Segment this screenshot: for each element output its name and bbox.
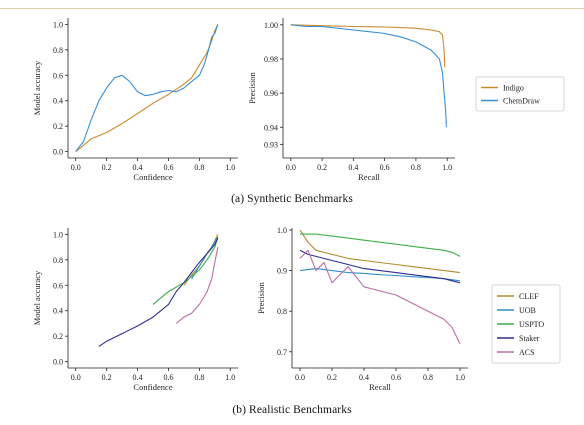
y-tick-label: 0.4 (53, 97, 63, 106)
y-tick-label: 0.2 (53, 332, 63, 341)
x-axis-label: Confidence (133, 382, 172, 392)
x-tick-label: 0.0 (71, 373, 81, 382)
series-line-staker (98, 237, 219, 347)
x-tick-label: 0.2 (102, 373, 112, 382)
caption-realistic: (b) Realistic Benchmarks (232, 404, 352, 416)
legend-label-acs: ACS (519, 348, 535, 357)
chart-a-left: 0.0 0.2 0.4 0.6 0.8 1.0 0.0 0.2 0.4 0.6 0.8 1.0 Conf… (32, 18, 238, 182)
x-tick-label: 1.0 (455, 373, 465, 382)
y-tick-label: 0.4 (53, 307, 63, 316)
x-tick-label: 0.8 (194, 373, 204, 382)
y-axis-label: Precision (247, 71, 257, 103)
y-tick-label: 0.9 (277, 267, 287, 276)
x-tick-label: 0.4 (133, 163, 143, 172)
y-axis-label: Precision (256, 281, 266, 313)
y-tick-label: 0.8 (53, 256, 63, 265)
x-axis-label: Recall (358, 172, 380, 182)
series-line-staker (299, 249, 461, 284)
series-line-uspto (300, 233, 461, 257)
x-tick-label: 0.6 (391, 373, 401, 382)
x-tick-label: 0.4 (359, 373, 369, 382)
series-line-acs (299, 249, 461, 344)
y-tick-label: 1.0 (277, 226, 287, 235)
series-line-indigo (75, 24, 219, 153)
legend-a-right: Indigo ChemDraw (475, 76, 565, 112)
series-line-chemdraw (75, 24, 219, 152)
chart-b-left: 0.0 0.2 0.4 0.6 0.8 1.0 0.0 0.2 0.4 0.6 0.8 1.0 Conf… (32, 228, 238, 392)
x-axis-label: Confidence (133, 172, 172, 182)
top-rule (0, 8, 584, 9)
series-line-chemdraw (290, 24, 447, 128)
x-tick-label: 0.6 (380, 163, 390, 172)
legend-label-indigo: Indigo (503, 84, 524, 93)
x-tick-label: 0.8 (194, 163, 204, 172)
legend-b-right: CLEF UOB USPTO Staker ACS (491, 284, 561, 364)
y-tick-label: 0.6 (53, 281, 63, 290)
x-tick-label: 0.6 (163, 373, 173, 382)
series-line-indigo (290, 24, 446, 68)
x-tick-label: 0.0 (286, 163, 296, 172)
legend-label-chemdraw: ChemDraw (503, 97, 540, 106)
x-tick-label: 1.0 (225, 163, 235, 172)
y-axis-label: Model accuracy (32, 270, 42, 325)
chart-a-right: 0.0 0.2 0.4 0.6 0.8 1.0 0.93 0.94 0.96 0.98 1.00 Re… (247, 18, 565, 182)
y-tick-label: 0.93 (264, 140, 278, 149)
x-tick-label: 0.4 (348, 163, 358, 172)
y-tick-label: 1.00 (264, 21, 278, 30)
x-tick-label: 1.0 (442, 163, 452, 172)
y-tick-label: 0.7 (277, 348, 287, 357)
legend-label-clef: CLEF (519, 292, 539, 301)
x-tick-label: 0.2 (327, 373, 337, 382)
x-tick-label: 0.2 (317, 163, 327, 172)
y-tick-label: 0.6 (53, 71, 63, 80)
y-axis-label: Model accuracy (32, 60, 42, 115)
legend-box (491, 284, 561, 364)
y-tick-label: 0.0 (53, 358, 63, 367)
y-tick-label: 0.8 (277, 307, 287, 316)
legend-label-uspto: USPTO (519, 320, 544, 329)
y-tick-label: 0.94 (264, 123, 278, 132)
legend-box (475, 76, 565, 112)
y-tick-label: 0.96 (264, 89, 278, 98)
x-tick-label: 0.2 (102, 163, 112, 172)
y-tick-label: 0.8 (53, 46, 63, 55)
y-tick-label: 1.0 (53, 20, 63, 29)
series-line-uspto (152, 236, 219, 305)
x-tick-label: 0.0 (71, 163, 81, 172)
y-tick-label: 0.98 (264, 55, 278, 64)
y-tick-label: 0.0 (53, 148, 63, 157)
x-tick-label: 1.0 (225, 373, 235, 382)
x-tick-label: 0.8 (411, 163, 421, 172)
x-axis-label: Recall (369, 382, 391, 392)
chart-b-right: 0.0 0.2 0.4 0.6 0.8 1.0 0.7 0.8 0.9 1.0 Recall Prec… (256, 226, 561, 392)
x-tick-label: 0.4 (133, 373, 143, 382)
y-tick-label: 1.0 (53, 230, 63, 239)
legend-label-uob: UOB (519, 306, 536, 315)
series-line-clef (299, 229, 461, 274)
caption-synthetic: (a) Synthetic Benchmarks (231, 193, 353, 205)
x-tick-label: 0.8 (423, 373, 433, 382)
legend-label-staker: Staker (519, 334, 540, 343)
x-tick-label: 0.6 (163, 163, 173, 172)
series-line-acs (175, 246, 219, 324)
y-tick-label: 0.2 (53, 122, 63, 131)
x-tick-label: 0.0 (295, 373, 305, 382)
